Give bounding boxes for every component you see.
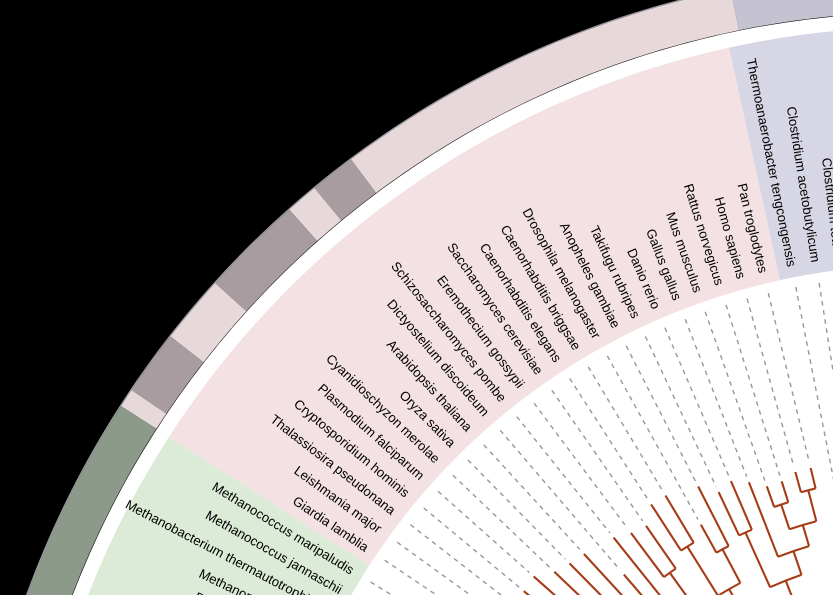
ring-segment-2 bbox=[314, 159, 377, 221]
branch bbox=[532, 575, 557, 595]
connector-cyanidioschyzon-merolae bbox=[452, 474, 551, 569]
branch-arc bbox=[717, 581, 741, 595]
branch bbox=[583, 553, 624, 595]
wedge-eukaryota bbox=[168, 47, 780, 566]
ring-segment-5 bbox=[170, 283, 247, 363]
ring-segment-1 bbox=[350, 0, 739, 193]
connector-thermoanaerobacter-tengcongensis bbox=[795, 286, 833, 481]
tree-branches bbox=[523, 467, 818, 595]
connector-homo-sapiens bbox=[746, 298, 795, 467]
branch bbox=[729, 480, 753, 531]
domain-wedges bbox=[88, 31, 833, 595]
connector-dictyostelium-discoideum bbox=[499, 429, 621, 571]
connector-caenorhabditis-briggsae bbox=[587, 366, 663, 491]
branch bbox=[744, 532, 772, 588]
branch bbox=[794, 471, 802, 493]
connector-giardia-lamblia bbox=[384, 559, 438, 595]
branch bbox=[697, 485, 730, 547]
connector-cryptosporidium-hominis bbox=[423, 507, 520, 588]
connector-saccharomyces-cerevisiae bbox=[551, 389, 644, 522]
ring-segment-8 bbox=[27, 406, 157, 595]
branch-arc bbox=[800, 487, 816, 494]
branch bbox=[568, 562, 603, 595]
connector-eremothecium-gossypii bbox=[533, 402, 628, 529]
branch bbox=[612, 536, 661, 595]
branch bbox=[747, 481, 779, 558]
ring-segment-3 bbox=[289, 188, 342, 241]
branch bbox=[664, 494, 695, 544]
connector-anopheles-gambiae bbox=[625, 345, 697, 482]
branch bbox=[650, 503, 682, 552]
branch bbox=[630, 532, 665, 578]
connector-clostridium-acetobutylicum bbox=[818, 282, 833, 376]
connector-thalassiosira-pseudonana bbox=[409, 524, 503, 595]
wedge-archaea bbox=[88, 436, 370, 595]
connector-plasmodium-falciparum bbox=[437, 490, 530, 573]
connector-leishmania-major bbox=[396, 541, 472, 595]
branch-arc bbox=[789, 520, 817, 531]
ring-segment-4 bbox=[215, 209, 318, 312]
branch bbox=[801, 524, 811, 547]
branch bbox=[792, 550, 803, 576]
connector-pan-troglodytes bbox=[767, 292, 810, 463]
branch bbox=[699, 524, 718, 554]
branch bbox=[780, 504, 791, 530]
ring-segment-0 bbox=[732, 0, 833, 31]
ring-segment-7 bbox=[121, 390, 167, 429]
branch bbox=[668, 572, 688, 595]
branch bbox=[780, 480, 790, 503]
connector-caenorhabditis-elegans bbox=[569, 378, 649, 500]
branch bbox=[645, 525, 677, 570]
connector-lines bbox=[370, 282, 833, 595]
wedge-bacteria bbox=[729, 31, 833, 281]
connector-gallus-gallus bbox=[684, 319, 748, 477]
branch-arc bbox=[663, 567, 677, 578]
connector-mus-musculus bbox=[704, 311, 766, 481]
connector-drosophila-melanogaster bbox=[606, 355, 699, 520]
branch bbox=[809, 467, 817, 489]
connector-rattus-norvegicus bbox=[725, 304, 781, 476]
connector-takifugu-rubripes bbox=[644, 336, 717, 487]
branch bbox=[717, 491, 740, 536]
branch bbox=[807, 490, 818, 522]
branch bbox=[686, 545, 719, 595]
connector-schizosaccharomyces-pombe bbox=[516, 416, 611, 534]
branch-arc bbox=[777, 545, 810, 558]
ring-segment-6 bbox=[131, 336, 204, 414]
branch bbox=[721, 548, 742, 584]
branch bbox=[553, 570, 581, 595]
branch bbox=[765, 485, 776, 508]
